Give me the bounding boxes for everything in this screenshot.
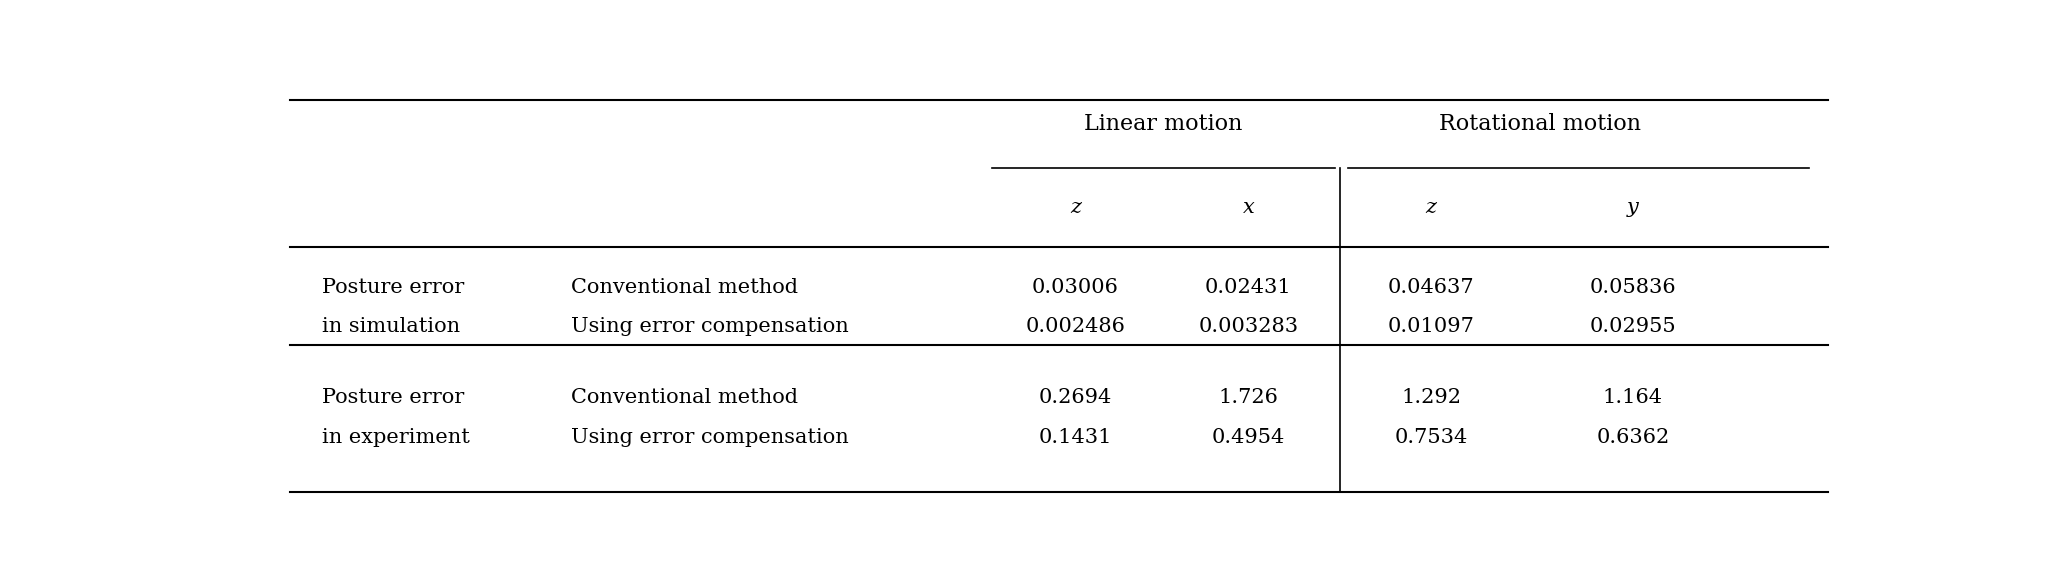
Text: in experiment: in experiment: [322, 427, 471, 447]
Text: 0.002486: 0.002486: [1025, 317, 1124, 336]
Text: Posture error: Posture error: [322, 388, 465, 407]
Text: 0.7534: 0.7534: [1395, 427, 1468, 447]
Text: 1.292: 1.292: [1401, 388, 1461, 407]
Text: y: y: [1627, 198, 1639, 217]
Text: 1.726: 1.726: [1217, 388, 1277, 407]
Text: Using error compensation: Using error compensation: [570, 317, 847, 336]
Text: 0.6362: 0.6362: [1596, 427, 1670, 447]
Text: Conventional method: Conventional method: [570, 278, 798, 297]
Text: 1.164: 1.164: [1602, 388, 1662, 407]
Text: 0.03006: 0.03006: [1031, 278, 1118, 297]
Text: 0.02955: 0.02955: [1590, 317, 1676, 336]
Text: 0.2694: 0.2694: [1040, 388, 1112, 407]
Text: x: x: [1242, 198, 1255, 217]
Text: 0.1431: 0.1431: [1038, 427, 1112, 447]
Text: Rotational motion: Rotational motion: [1439, 113, 1641, 135]
Text: Using error compensation: Using error compensation: [570, 427, 847, 447]
Text: 0.05836: 0.05836: [1590, 278, 1676, 297]
Text: z: z: [1426, 198, 1437, 217]
Text: 0.01097: 0.01097: [1387, 317, 1474, 336]
Text: Posture error: Posture error: [322, 278, 465, 297]
Text: Linear motion: Linear motion: [1085, 113, 1242, 135]
Text: 0.02431: 0.02431: [1205, 278, 1292, 297]
Text: 0.04637: 0.04637: [1387, 278, 1474, 297]
Text: Conventional method: Conventional method: [570, 388, 798, 407]
Text: in simulation: in simulation: [322, 317, 461, 336]
Text: z: z: [1071, 198, 1081, 217]
Text: 0.003283: 0.003283: [1199, 317, 1298, 336]
Text: 0.4954: 0.4954: [1211, 427, 1286, 447]
